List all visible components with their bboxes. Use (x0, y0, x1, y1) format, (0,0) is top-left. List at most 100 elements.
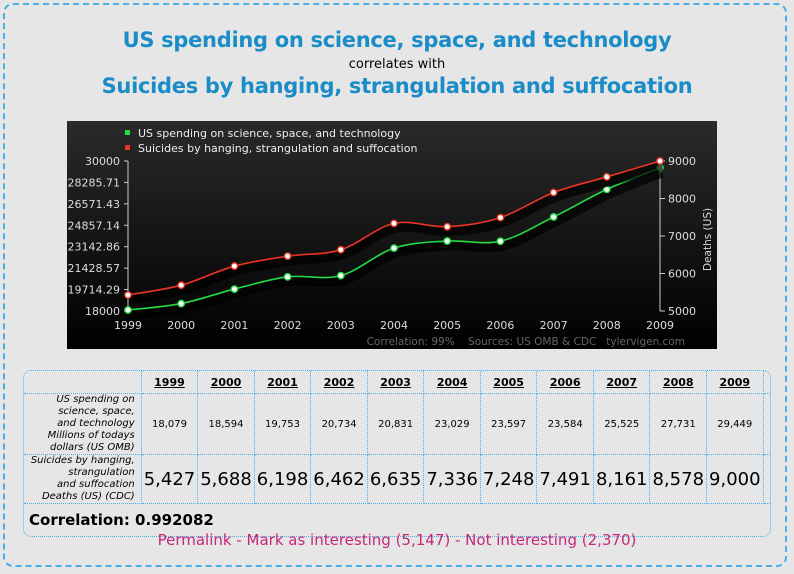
legend-label-spending: US spending on science, space, and techn… (138, 127, 401, 140)
spending-cell: 19,753 (254, 394, 312, 455)
suicides-cell: 7,336 (424, 455, 481, 504)
spending-cell: 23,029 (424, 394, 481, 455)
left-tick-label: 26571.43 (68, 198, 121, 211)
suicides-cell: 6,635 (367, 455, 425, 504)
left-tick-label: 18000 (85, 305, 120, 318)
year-header: 2002 (311, 371, 368, 394)
suicides-cell: 6,198 (254, 455, 312, 504)
suicides-point (656, 157, 664, 165)
x-tick-label: 2002 (274, 319, 302, 332)
header-empty-cell (24, 371, 142, 394)
suicides-cell: 8,578 (650, 455, 708, 504)
suicides-point (549, 188, 558, 197)
label-unit: Deaths (US) (CDC) (41, 491, 135, 502)
separator: - (450, 531, 466, 549)
mark-interesting-link[interactable]: Mark as interesting (5,147) (246, 531, 451, 549)
x-tick-label: 2003 (327, 319, 355, 332)
permalink-link[interactable]: Permalink (157, 531, 232, 549)
year-header: 2004 (424, 371, 481, 394)
x-tick-label: 1999 (114, 319, 142, 332)
right-tick-label: 5000 (668, 305, 696, 318)
title-connector: correlates with (348, 57, 446, 72)
year-header: 1999 (141, 371, 199, 394)
year-header: 2001 (254, 371, 312, 394)
title-series-1: US spending on science, space, and techn… (122, 28, 672, 52)
action-links: Permalink - Mark as interesting (5,147) … (0, 531, 794, 549)
left-tick-label: 21428.57 (68, 262, 121, 275)
spending-point (124, 306, 132, 314)
spending-point (496, 237, 505, 246)
spending-point (443, 237, 452, 245)
spending-point (177, 299, 186, 308)
not-interesting-link[interactable]: Not interesting (2,370) (465, 531, 637, 549)
right-tick-label: 9000 (668, 155, 696, 168)
spending-cell: 25,525 (593, 394, 651, 455)
suicides-cell: 9,000 (707, 455, 764, 504)
spending-cell: 23,597 (480, 394, 538, 455)
label-line: US spending on science, space, (56, 394, 135, 417)
label-line: and technology (57, 418, 135, 429)
x-tick-label: 2007 (540, 319, 568, 332)
suicides-point (283, 252, 292, 261)
suicides-cell: 6,462 (311, 455, 368, 504)
legend-label-suicides: Suicides by hanging, strangulation and s… (138, 142, 417, 155)
suicides-point (230, 262, 239, 270)
spending-line-shadow (129, 168, 664, 320)
suicides-point (602, 172, 611, 181)
separator: - (231, 531, 247, 549)
year-header: 2007 (593, 371, 651, 394)
suicides-cell: 7,491 (537, 455, 594, 504)
year-header: 2006 (537, 371, 594, 394)
spacer-cell (763, 455, 770, 504)
year-header: 2000 (198, 371, 255, 394)
right-tick-label: 8000 (668, 193, 696, 206)
legend-swatch-suicides (125, 145, 130, 150)
row-label-suicides: Suicides by hanging, strangulation and s… (24, 455, 142, 504)
spending-cell: 29,449 (707, 394, 764, 455)
year-header: 2003 (367, 371, 425, 394)
spending-cell: 27,731 (650, 394, 708, 455)
row-label-spending: US spending on science, space, and techn… (24, 394, 142, 455)
label-unit: Millions of todays dollars (US OMB) (47, 430, 135, 453)
label-line: and suffocation (57, 479, 135, 490)
title-series-2: Suicides by hanging, strangulation and s… (101, 74, 693, 98)
suicides-point (443, 222, 452, 231)
x-tick-label: 2008 (593, 319, 621, 332)
left-tick-label: 19714.29 (68, 284, 121, 297)
right-axis-label: Deaths (US) (702, 208, 714, 271)
x-tick-label: 2006 (486, 319, 514, 332)
suicides-point (496, 213, 505, 222)
suicides-cell: 7,248 (480, 455, 538, 504)
year-header: 2005 (480, 371, 538, 394)
right-tick-label: 6000 (668, 268, 696, 281)
spending-point (336, 271, 345, 280)
spending-cell: 18,079 (141, 394, 199, 455)
suicides-point (177, 281, 186, 290)
correlation-value: Correlation: 0.992082 (29, 511, 214, 529)
spacer-cell (763, 371, 770, 394)
spending-point (549, 213, 558, 221)
spending-point (283, 272, 292, 281)
left-tick-label: 30000 (85, 155, 120, 168)
x-tick-label: 2005 (433, 319, 461, 332)
suicides-cell: 5,427 (141, 455, 199, 504)
content-frame (3, 3, 787, 567)
left-tick-label: 23142.86 (68, 241, 121, 254)
left-tick-label: 24857.14 (68, 219, 121, 232)
suicides-line-shadow (129, 161, 664, 305)
spending-cell: 20,831 (367, 394, 425, 455)
suicides-point (336, 245, 345, 254)
year-header: 2009 (707, 371, 764, 394)
data-table: 1999 2000 2001 2002 2003 2004 2005 2006 2007 2008… (23, 370, 771, 537)
label-line: Suicides by hanging, strangulation (30, 455, 135, 478)
spending-point (390, 244, 398, 253)
x-tick-label: 2000 (167, 319, 195, 332)
chart-footer: Correlation: 99% Sources: US OMB & CDC t… (367, 336, 685, 348)
x-tick-label: 2004 (380, 319, 408, 332)
spacer-cell (763, 394, 770, 455)
spending-point (230, 285, 239, 293)
spending-cell: 23,584 (537, 394, 594, 455)
right-tick-label: 7000 (668, 230, 696, 243)
x-tick-label: 2001 (220, 319, 248, 332)
suicides-point (390, 219, 398, 228)
